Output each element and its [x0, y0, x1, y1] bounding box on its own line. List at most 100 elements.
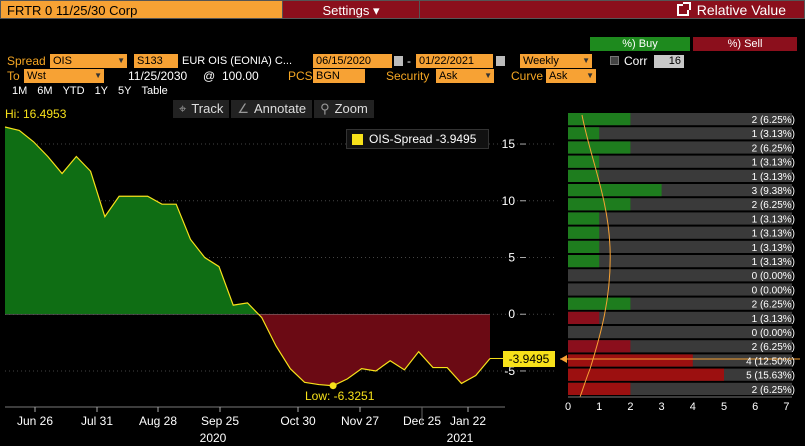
histogram-bar: [568, 354, 693, 367]
spread-select[interactable]: OIS ▼: [50, 54, 127, 68]
histogram-bar: [568, 297, 631, 310]
start-date-field[interactable]: 06/15/2020: [313, 54, 392, 68]
histogram-bar-label: 2 (6.25%): [752, 143, 795, 154]
frequency-select[interactable]: Weekly ▼: [520, 54, 592, 68]
histogram-x-tick-label: 4: [690, 401, 696, 412]
chart-area: [4, 126, 503, 390]
distribution-histogram: 2 (6.25%) 1 (3.13%) 2 (6.25%) 1 (3.13%) 1 (3…: [560, 113, 800, 412]
x-tick-label: Jul 31: [81, 414, 113, 428]
histogram-x-tick-label: 2: [627, 401, 633, 412]
histogram-bar: [568, 255, 600, 268]
period-5y[interactable]: 5Y: [118, 85, 132, 97]
histogram-bar-label: 1 (3.13%): [752, 314, 795, 325]
histogram-bar-label: 2 (6.25%): [752, 385, 795, 396]
relative-value-title[interactable]: Relative Value: [419, 0, 805, 19]
histogram-x-tick-label: 7: [783, 401, 789, 412]
x-tick-label: Nov 27: [341, 414, 379, 428]
histogram-bar-label: 1 (3.13%): [752, 158, 795, 169]
histogram-row-bg: [568, 240, 792, 253]
histogram-x-tick-label: 5: [721, 401, 727, 412]
security-select[interactable]: Ask ▼: [436, 69, 494, 83]
period-ytd[interactable]: YTD: [62, 85, 85, 97]
histogram-bar: [568, 368, 724, 381]
curve-label: Curve: [511, 69, 544, 83]
histogram-row-bg: [568, 155, 792, 168]
period-table[interactable]: Table: [141, 85, 168, 97]
spread-value: OIS: [53, 55, 72, 67]
histogram-row-bg: [568, 283, 792, 296]
hi-label: Hi: 16.4953: [5, 107, 67, 121]
period-6m[interactable]: 6M: [37, 85, 53, 97]
histogram-bar-label: 0 (0.00%): [752, 271, 795, 282]
histogram-bar-label: 1 (3.13%): [752, 129, 795, 140]
buy-button[interactable]: %) Buy: [590, 37, 690, 51]
histogram-bar-label: 1 (3.13%): [752, 243, 795, 254]
corr-label: Corr: [624, 54, 648, 68]
last-value-tag: -3.9495: [503, 351, 555, 367]
x-tick-label: Jan 22: [450, 414, 486, 428]
pcs-field[interactable]: BGN: [313, 69, 365, 83]
histogram-bar-label: 1 (3.13%): [752, 229, 795, 240]
chevron-down-icon: ▼: [582, 56, 590, 65]
negative-area: [5, 314, 490, 386]
histogram-bar-label: 2 (6.25%): [752, 300, 795, 311]
x-year-label: 2020: [200, 431, 227, 445]
histogram-bar: [568, 184, 662, 197]
y-tick-label: 15: [502, 137, 516, 151]
histogram-row-bg: [568, 255, 792, 268]
curve-value: Ask: [549, 70, 568, 82]
crosshair-icon: ⌖: [179, 101, 187, 116]
histogram-row-bg: [568, 226, 792, 239]
histogram-bar: [568, 127, 600, 140]
y-tick-label: 0: [508, 307, 515, 321]
histogram-labels: 2 (6.25%) 1 (3.13%) 2 (6.25%) 1 (3.13%) 1 (3…: [746, 115, 795, 396]
x-tick-label: Jun 26: [17, 414, 53, 428]
histogram-bar-label: 2 (6.25%): [752, 115, 795, 126]
spread-chart[interactable]: 15 10 5 0 -5 Jun 26 Jul 31 Aug 28 Sep 25 Oct 30 N…: [0, 100, 560, 446]
external-link-icon[interactable]: [676, 2, 691, 16]
histogram-bar: [568, 113, 631, 126]
calendar-icon[interactable]: [496, 56, 505, 66]
zoom-button[interactable]: ⚲ Zoom: [314, 100, 374, 118]
corr-value-field[interactable]: 16: [654, 55, 684, 68]
histogram-bar-label: 3 (9.38%): [752, 186, 795, 197]
histogram-bar-label: 0 (0.00%): [752, 328, 795, 339]
histogram-bar: [568, 155, 600, 168]
histogram-row-bg: [568, 212, 792, 225]
annotate-button[interactable]: ∠ Annotate: [231, 100, 313, 118]
maturity-date: 11/25/2030: [128, 69, 188, 83]
histogram-bar: [568, 169, 600, 182]
chart-toolbar: ⌖ Track ∠ Annotate ⚲ Zoom: [173, 100, 374, 118]
settings-menu[interactable]: Settings ▾: [283, 0, 419, 19]
corr-checkbox[interactable]: [610, 56, 619, 65]
date-separator: -: [407, 54, 411, 68]
histogram-x-tick-label: 1: [596, 401, 602, 412]
to-select[interactable]: Wst ▼: [24, 69, 104, 83]
y-axis: 15 10 5 0 -5: [502, 137, 526, 378]
histogram-bar: [568, 212, 600, 225]
end-date-field[interactable]: 01/22/2021: [416, 54, 493, 68]
security-ticker[interactable]: FRTR 0 11/25/30 Corp: [0, 0, 283, 19]
curve-select[interactable]: Ask ▼: [546, 69, 596, 83]
histogram-bar: [568, 226, 600, 239]
sell-button[interactable]: %) Sell: [693, 37, 797, 51]
histogram-bar: [568, 311, 600, 324]
x-year-label: 2021: [447, 431, 474, 445]
period-1y[interactable]: 1Y: [94, 85, 109, 97]
track-button[interactable]: ⌖ Track: [173, 100, 230, 118]
chevron-down-icon: ▼: [586, 71, 594, 80]
curve-id-field[interactable]: S133: [134, 54, 178, 68]
histogram-row-bg: [568, 127, 792, 140]
frequency-value: Weekly: [523, 55, 559, 67]
histogram-bar: [568, 141, 631, 154]
histogram-x-tick-label: 0: [565, 401, 571, 412]
period-1m[interactable]: 1M: [12, 85, 28, 97]
search-icon: ⚲: [320, 101, 330, 116]
at-sign: @: [203, 69, 216, 83]
histogram-row-bg: [568, 326, 792, 339]
x-tick-label: Sep 25: [201, 414, 239, 428]
y-tick-label: 10: [502, 194, 516, 208]
calendar-icon[interactable]: [394, 56, 403, 66]
to-value: Wst: [27, 70, 46, 82]
x-axis: Jun 26 Jul 31 Aug 28 Sep 25 Oct 30 Nov 27 Dec …: [5, 406, 505, 445]
